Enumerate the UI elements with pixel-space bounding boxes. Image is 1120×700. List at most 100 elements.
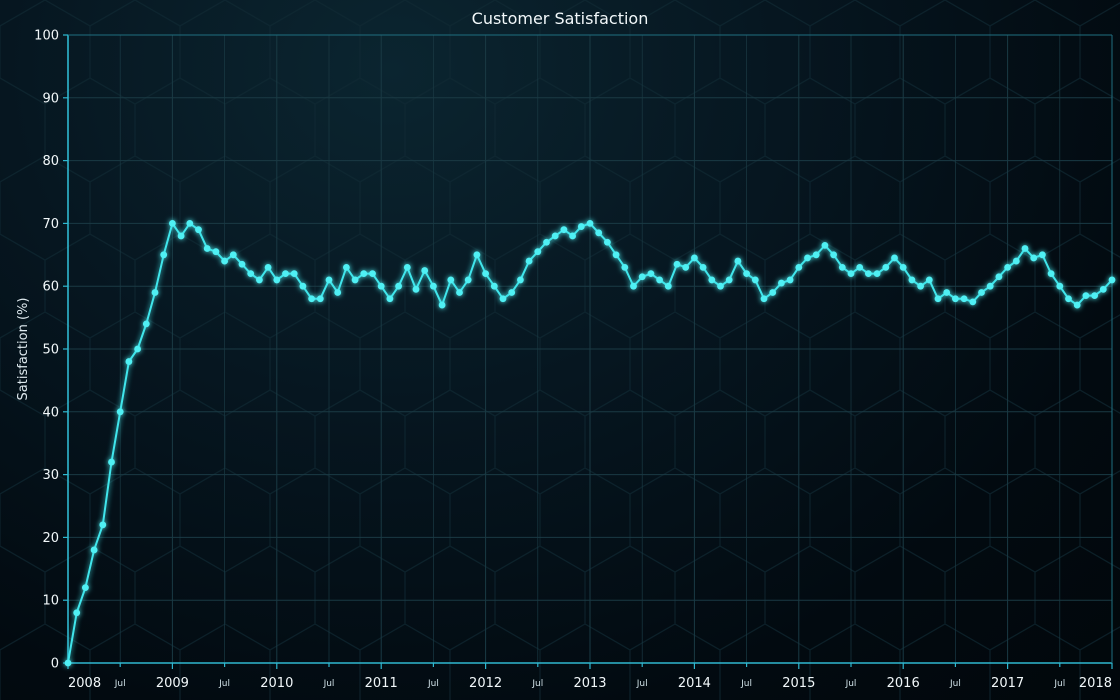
data-point bbox=[438, 301, 446, 309]
data-point bbox=[873, 270, 881, 278]
data-point bbox=[290, 270, 298, 278]
x-tick-label-month: Jul bbox=[949, 679, 961, 689]
data-point bbox=[743, 270, 750, 278]
y-tick-label: 100 bbox=[34, 29, 59, 44]
y-axis-ticks: 0 10 20 30 40 50 60 70 80 90 100 bbox=[34, 29, 68, 672]
y-axis-label: Satisfaction (%) bbox=[16, 298, 31, 401]
data-point bbox=[482, 270, 489, 278]
data-point bbox=[377, 282, 385, 290]
x-tick-label-month: Jul bbox=[740, 679, 752, 689]
data-point bbox=[447, 276, 455, 284]
data-point bbox=[421, 267, 429, 274]
data-point bbox=[734, 257, 742, 265]
x-tick-label-year: 2018 bbox=[1079, 676, 1112, 691]
data-point bbox=[952, 295, 959, 303]
data-point bbox=[1082, 292, 1090, 300]
data-point bbox=[543, 238, 550, 246]
data-point bbox=[464, 276, 472, 284]
data-point bbox=[186, 220, 194, 227]
data-point bbox=[604, 238, 611, 246]
data-point bbox=[282, 270, 289, 278]
data-point bbox=[82, 584, 89, 592]
data-point bbox=[682, 263, 690, 271]
y-tick-label: 50 bbox=[42, 343, 59, 358]
data-point bbox=[856, 263, 864, 271]
data-point bbox=[1108, 276, 1116, 284]
data-point bbox=[899, 263, 907, 271]
data-point bbox=[256, 276, 263, 284]
x-tick-label-year: 2009 bbox=[156, 676, 189, 691]
x-tick-label-year: 2011 bbox=[365, 676, 398, 691]
y-tick-label: 0 bbox=[51, 657, 59, 672]
data-point bbox=[612, 251, 620, 259]
x-axis-ticks: 2008 Jul 2009 Jul 2010 Jul 2011 Jul 2012 Jul 2013 J… bbox=[67, 663, 1113, 691]
data-point bbox=[430, 282, 437, 290]
data-point bbox=[1039, 251, 1046, 259]
data-point bbox=[664, 282, 672, 290]
data-point bbox=[943, 289, 951, 296]
data-point bbox=[160, 251, 168, 259]
data-point bbox=[569, 232, 576, 240]
y-tick-label: 20 bbox=[42, 531, 59, 546]
data-point bbox=[995, 273, 1003, 281]
x-tick-label-month: Jul bbox=[531, 679, 543, 689]
data-point bbox=[238, 260, 246, 268]
data-point bbox=[725, 276, 733, 284]
data-point bbox=[812, 251, 820, 259]
data-point bbox=[786, 276, 794, 284]
data-point bbox=[908, 276, 916, 284]
x-tick-label-year: 2015 bbox=[782, 676, 815, 691]
data-point bbox=[360, 270, 368, 278]
data-point bbox=[821, 241, 829, 249]
data-point bbox=[412, 285, 420, 293]
data-point bbox=[560, 226, 568, 234]
data-point bbox=[673, 260, 681, 268]
x-tick-label-month: Jul bbox=[114, 679, 126, 689]
x-tick-label-month: Jul bbox=[427, 679, 439, 689]
data-point bbox=[490, 282, 498, 290]
data-point bbox=[386, 295, 394, 303]
data-point bbox=[116, 408, 124, 416]
data-point bbox=[656, 276, 663, 284]
y-tick-label: 80 bbox=[42, 154, 59, 169]
data-point bbox=[195, 226, 202, 234]
data-point bbox=[717, 282, 724, 290]
data-point bbox=[1047, 270, 1055, 278]
data-point bbox=[925, 276, 933, 284]
series-satisfaction bbox=[64, 220, 1116, 667]
data-point bbox=[142, 320, 150, 328]
x-tick-label-month: Jul bbox=[218, 679, 230, 689]
data-point bbox=[1056, 282, 1064, 290]
data-point bbox=[264, 263, 272, 271]
data-point bbox=[577, 223, 585, 230]
data-point bbox=[778, 279, 785, 287]
data-point bbox=[499, 295, 507, 303]
data-point bbox=[647, 270, 655, 278]
data-point bbox=[212, 248, 220, 256]
x-tick-label-year: 2014 bbox=[678, 676, 711, 691]
data-point bbox=[586, 220, 594, 227]
data-point bbox=[760, 295, 768, 303]
data-point bbox=[108, 458, 115, 466]
data-point bbox=[1065, 295, 1072, 303]
data-point bbox=[691, 254, 698, 262]
data-point bbox=[343, 263, 350, 271]
x-tick-label-year: 2016 bbox=[887, 676, 920, 691]
data-point bbox=[456, 289, 463, 296]
data-point bbox=[960, 295, 968, 303]
data-point bbox=[751, 276, 759, 284]
data-point bbox=[708, 276, 716, 284]
y-tick-label: 10 bbox=[42, 594, 59, 609]
data-point bbox=[1030, 254, 1038, 262]
data-point bbox=[203, 245, 211, 252]
data-point bbox=[151, 289, 159, 296]
data-point bbox=[1099, 285, 1107, 293]
data-point bbox=[273, 276, 281, 284]
data-point bbox=[177, 232, 185, 240]
y-tick-label: 70 bbox=[42, 217, 59, 232]
data-point bbox=[1012, 257, 1020, 265]
x-tick-label-month: Jul bbox=[323, 679, 335, 689]
data-point bbox=[865, 270, 872, 278]
data-point bbox=[508, 289, 516, 296]
